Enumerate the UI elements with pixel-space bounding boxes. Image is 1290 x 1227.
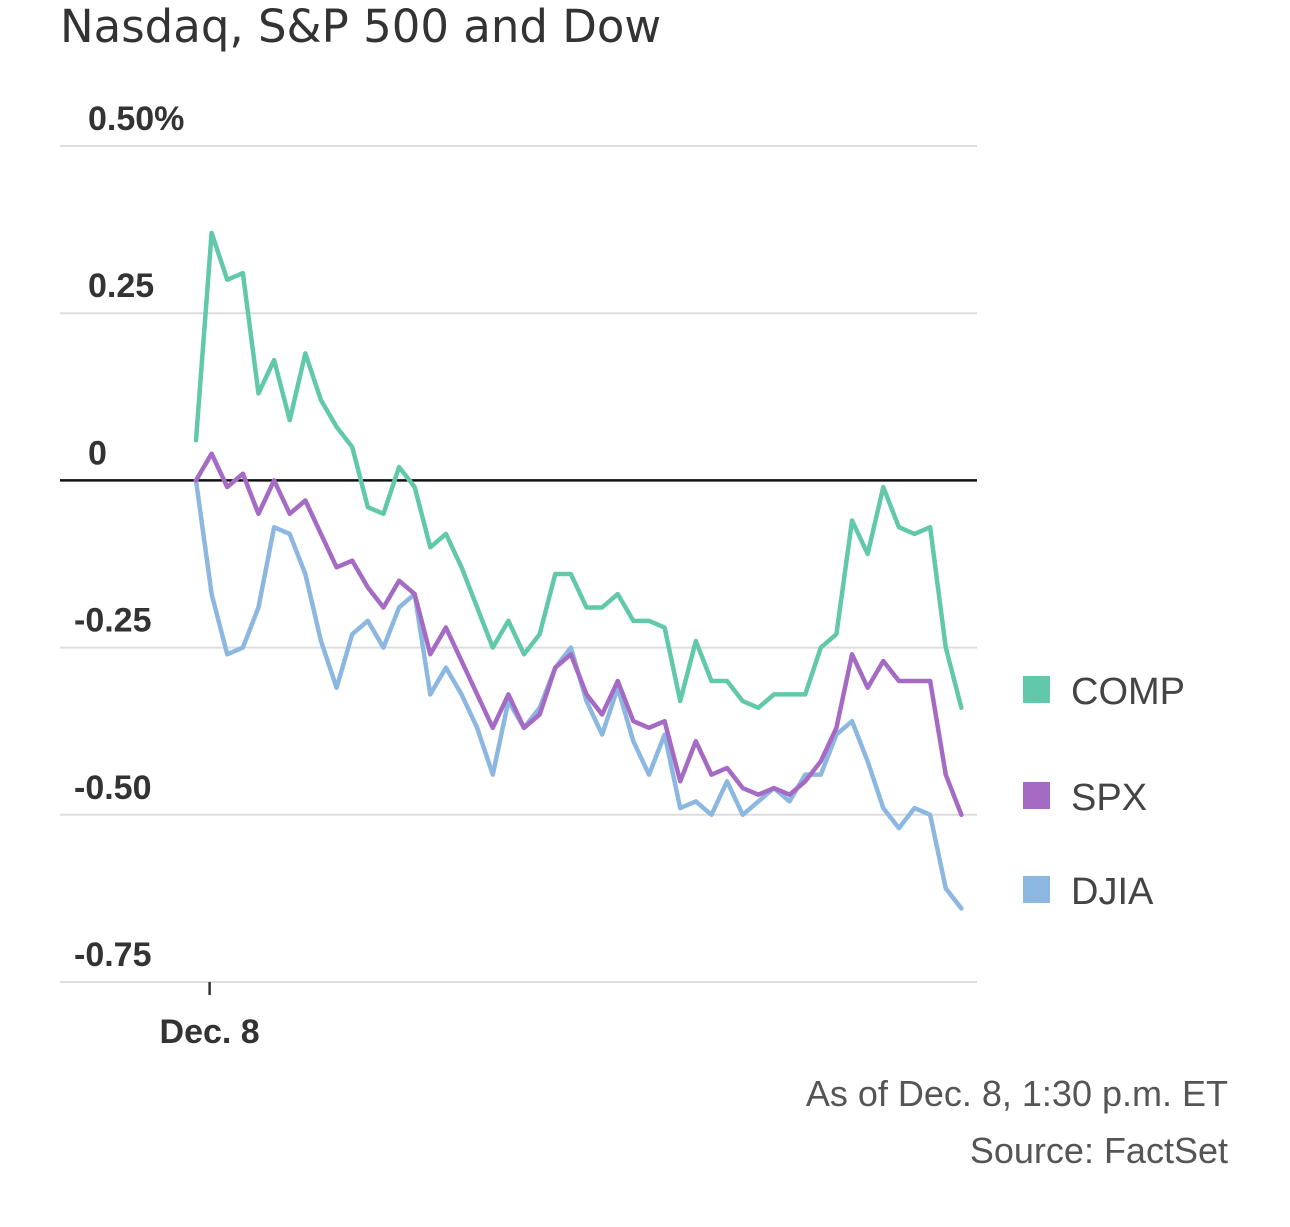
series-lines — [193, 230, 964, 911]
as-of-note: As of Dec. 8, 1:30 p.m. ET — [805, 1073, 1228, 1114]
legend-label-spx: SPX — [1071, 777, 1147, 819]
y-tick-label: 0 — [88, 434, 107, 472]
y-tick-label: -0.25 — [74, 602, 152, 640]
legend: COMP SPX DJIA — [1023, 671, 1185, 913]
source-note: Source: FactSet — [969, 1130, 1228, 1171]
y-axis-tick-labels: 0.50% 0.25 0 -0.25 -0.50 -0.75 — [74, 100, 184, 974]
legend-swatch-djia — [1023, 876, 1050, 903]
legend-swatch-spx — [1023, 782, 1050, 809]
series-line-comp — [193, 230, 964, 711]
legend-label-comp: COMP — [1071, 671, 1185, 713]
x-axis: Dec. 8 — [160, 982, 260, 1051]
x-tick-label: Dec. 8 — [160, 1013, 260, 1051]
chart-title: Nasdaq, S&P 500 and Dow — [60, 0, 662, 53]
y-tick-label: 0.25 — [88, 267, 154, 305]
legend-label-djia: DJIA — [1071, 871, 1154, 913]
y-tick-label: -0.50 — [74, 769, 152, 807]
y-tick-label: 0.50% — [88, 100, 184, 138]
legend-swatch-comp — [1023, 676, 1050, 703]
y-tick-label: -0.75 — [74, 936, 152, 974]
series-line-spx — [193, 451, 964, 818]
line-chart: 0.50% 0.25 0 -0.25 -0.50 -0.75 Dec. 8 COMP SPX… — [60, 100, 1185, 1051]
gridlines — [60, 145, 977, 983]
